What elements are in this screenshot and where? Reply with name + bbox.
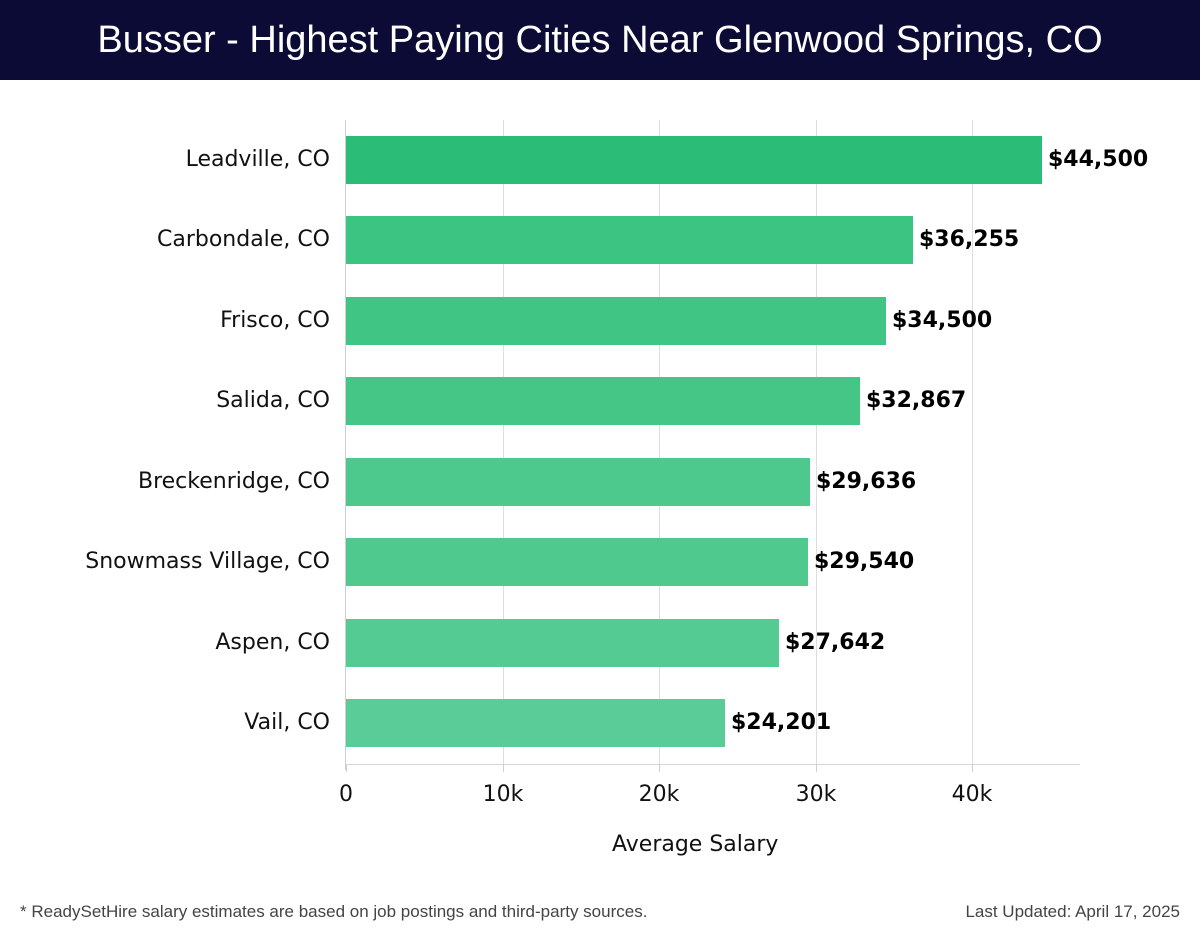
x-tick bbox=[659, 764, 660, 772]
gridline bbox=[503, 120, 504, 765]
category-label: Breckenridge, CO bbox=[137, 469, 330, 494]
x-tick bbox=[816, 764, 817, 772]
bar bbox=[346, 216, 913, 264]
category-label: Salida, CO bbox=[216, 388, 330, 413]
category-label: Carbondale, CO bbox=[156, 227, 330, 252]
x-axis-line bbox=[345, 764, 1080, 765]
bar-value-label: $36,255 bbox=[919, 227, 1020, 252]
bar bbox=[346, 619, 779, 667]
bar bbox=[346, 297, 886, 345]
x-tick-label: 0 bbox=[339, 782, 353, 807]
x-tick-label: 10k bbox=[482, 782, 524, 807]
gridline bbox=[816, 120, 817, 765]
footer-disclaimer: * ReadySetHire salary estimates are base… bbox=[20, 902, 648, 921]
bar-value-label: $44,500 bbox=[1048, 147, 1149, 172]
bar bbox=[346, 377, 860, 425]
bar bbox=[346, 538, 808, 586]
bar-value-label: $29,636 bbox=[816, 469, 917, 494]
bar-value-label: $34,500 bbox=[892, 308, 993, 333]
gridline bbox=[972, 120, 973, 765]
bar bbox=[346, 458, 810, 506]
bar bbox=[346, 699, 725, 747]
gridline bbox=[659, 120, 660, 765]
x-tick bbox=[503, 764, 504, 772]
last-updated: Last Updated: April 17, 2025 bbox=[965, 902, 1180, 921]
bar bbox=[346, 136, 1042, 184]
x-tick-label: 20k bbox=[638, 782, 680, 807]
bar-value-label: $27,642 bbox=[785, 630, 886, 655]
category-label: Frisco, CO bbox=[220, 308, 330, 333]
category-label: Leadville, CO bbox=[185, 147, 330, 172]
x-tick-label: 40k bbox=[951, 782, 993, 807]
bar-value-label: $29,540 bbox=[814, 549, 915, 574]
x-tick-label: 30k bbox=[795, 782, 837, 807]
y-axis-line bbox=[345, 120, 346, 770]
bar-value-label: $24,201 bbox=[731, 710, 832, 735]
chart-header: Busser - Highest Paying Cities Near Glen… bbox=[0, 0, 1200, 80]
category-label: Vail, CO bbox=[244, 710, 330, 735]
bar-value-label: $32,867 bbox=[866, 388, 967, 413]
category-label: Snowmass Village, CO bbox=[85, 549, 330, 574]
x-axis-title: Average Salary bbox=[612, 832, 779, 857]
chart-title: Busser - Highest Paying Cities Near Glen… bbox=[97, 18, 1103, 61]
x-tick bbox=[346, 764, 347, 772]
category-label: Aspen, CO bbox=[215, 630, 330, 655]
x-tick bbox=[972, 764, 973, 772]
